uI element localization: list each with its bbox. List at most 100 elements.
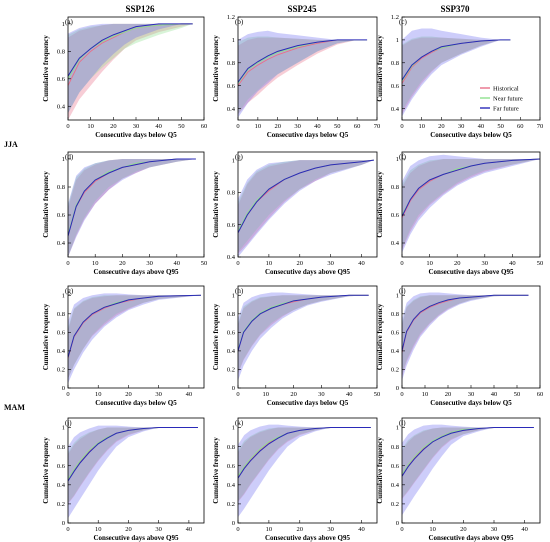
y-tick-label: 1 (396, 425, 399, 432)
y-tick-label: 0.6 (391, 463, 400, 470)
x-tick-label: 20 (125, 526, 132, 533)
axes-frame (237, 285, 378, 389)
line-far-future (402, 294, 529, 352)
panel-d: 0 10 20 30 40 50 0.4 0.6 0.8 1 (d) Consecutive days… (42, 151, 208, 276)
x-tick-label: 10 (266, 260, 273, 267)
y-tick-label: 0.4 (57, 103, 66, 110)
x-tick-label: 10 (429, 526, 436, 533)
panel-label: (i) (399, 287, 406, 295)
band-near-future (68, 295, 201, 379)
y-tick-label: 0.4 (227, 254, 236, 261)
x-tick-label: 50 (201, 260, 208, 267)
x-tick-label: 40 (186, 391, 193, 398)
x-tick-label: 20 (460, 526, 467, 533)
y-tick-label: 0.6 (391, 330, 400, 337)
y-axis-label: Cumulative frequency (212, 437, 220, 504)
y-tick-label: 0.6 (57, 76, 66, 83)
y-tick-label: 1 (62, 21, 65, 28)
y-tick-label: 0.8 (227, 444, 235, 451)
band-near-future (68, 427, 198, 503)
x-axis-label: Consecutive days above Q95 (429, 534, 514, 542)
x-axis-label: Consecutive days above Q95 (94, 268, 179, 276)
y-tick-label: 1 (232, 425, 235, 432)
x-tick-label: 20 (274, 123, 281, 130)
x-axis-label: Consecutive days above Q95 (429, 268, 514, 276)
x-tick-label: 0 (236, 391, 239, 398)
legend: Historical Near future Far future (480, 85, 523, 112)
y-tick-label: 1 (232, 37, 235, 44)
panel-b: 0 10 20 30 40 50 60 70 0.4 0.6 0.8 1 1.2(b) Consecuti… (212, 14, 380, 139)
y-axis-label: Cumulative frequency (376, 35, 384, 102)
x-tick-label: 30 (468, 391, 475, 398)
x-tick-label: 0 (400, 391, 403, 398)
x-tick-label: 20 (290, 391, 297, 398)
y-tick-label: 0.2 (57, 501, 65, 508)
band-far-future (68, 23, 193, 114)
panel-label: (f) (399, 153, 407, 161)
x-tick-label: 40 (491, 391, 498, 398)
x-tick-label: 50 (537, 260, 544, 267)
band-historical (402, 295, 529, 377)
x-tick-label: 40 (358, 526, 365, 533)
x-tick-label: 30 (458, 123, 465, 130)
axes-frame (237, 16, 378, 121)
y-axis-label: Cumulative frequency (212, 171, 220, 238)
y-axis-label: Cumulative frequency (376, 303, 384, 370)
y-axis-label: Cumulative frequency (376, 437, 384, 504)
x-tick-label: 10 (263, 391, 270, 398)
x-tick-label: 0 (66, 391, 69, 398)
y-axis-label: Cumulative frequency (42, 303, 50, 370)
y-axis-label: Cumulative frequency (42, 171, 50, 238)
panel-g: 0 10 20 30 40 0 0.2 0.4 0.6 0.8 1(g) Consecutive da… (42, 285, 205, 407)
y-tick-label: 0 (396, 385, 399, 392)
x-axis-label: Consecutive days above Q95 (265, 534, 350, 542)
y-tick-label: 0.6 (391, 83, 400, 90)
band-historical (402, 37, 511, 115)
y-tick-label: 0.6 (57, 212, 66, 219)
x-axis-label: Consecutive days below Q5 (267, 131, 349, 139)
y-tick-label: 1 (396, 292, 399, 299)
x-tick-label: 60 (354, 123, 361, 130)
panel-label: (g) (65, 287, 74, 295)
column-header-ssp126: SSP126 (125, 4, 155, 14)
x-tick-label: 0 (66, 526, 69, 533)
band-far-future (402, 28, 511, 117)
x-tick-label: 30 (146, 260, 153, 267)
band-far-future (238, 30, 368, 118)
x-tick-label: 30 (482, 260, 489, 267)
x-tick-label: 20 (445, 391, 452, 398)
x-tick-label: 20 (110, 123, 117, 130)
y-tick-label: 0.6 (57, 463, 66, 470)
panel-l: 0 10 20 30 40 0 0.2 0.4 0.6 0.8 1(l) Consecutive da… (376, 417, 541, 542)
panel-label: (d) (65, 153, 74, 161)
x-axis-label: Consecutive days below Q5 (95, 131, 177, 139)
band-near-future (402, 295, 529, 376)
axes-frame (237, 151, 378, 258)
band-far-future (402, 154, 540, 253)
y-tick-label: 0.8 (227, 311, 235, 318)
x-axis-label: Consecutive days below Q5 (95, 399, 177, 407)
y-tick-label: 1 (232, 157, 235, 164)
x-tick-label: 40 (521, 526, 528, 533)
legend-label-near-future: Near future (493, 95, 523, 102)
x-axis-label: Consecutive days below Q5 (430, 131, 512, 139)
y-tick-label: 0.4 (391, 482, 400, 489)
y-tick-label: 0 (232, 385, 235, 392)
x-tick-label: 40 (186, 526, 193, 533)
x-tick-label: 10 (255, 123, 262, 130)
axes-frame (401, 151, 541, 258)
x-tick-label: 50 (374, 391, 381, 398)
y-tick-label: 0.2 (391, 501, 399, 508)
y-tick-label: 0.4 (227, 482, 236, 489)
x-axis-label: Consecutive days above Q95 (265, 268, 350, 276)
y-tick-label: 0.8 (57, 311, 65, 318)
line-far-future (402, 427, 534, 477)
x-tick-label: 10 (266, 526, 273, 533)
y-tick-label: 1 (62, 425, 65, 432)
line-far-future (238, 427, 371, 479)
panel-f: 0 10 20 30 40 50 0.4 0.6 0.8 1 (f) Consecutive days… (376, 151, 544, 276)
band-far-future (402, 424, 534, 516)
band-historical (68, 159, 196, 257)
band-historical (402, 427, 534, 500)
